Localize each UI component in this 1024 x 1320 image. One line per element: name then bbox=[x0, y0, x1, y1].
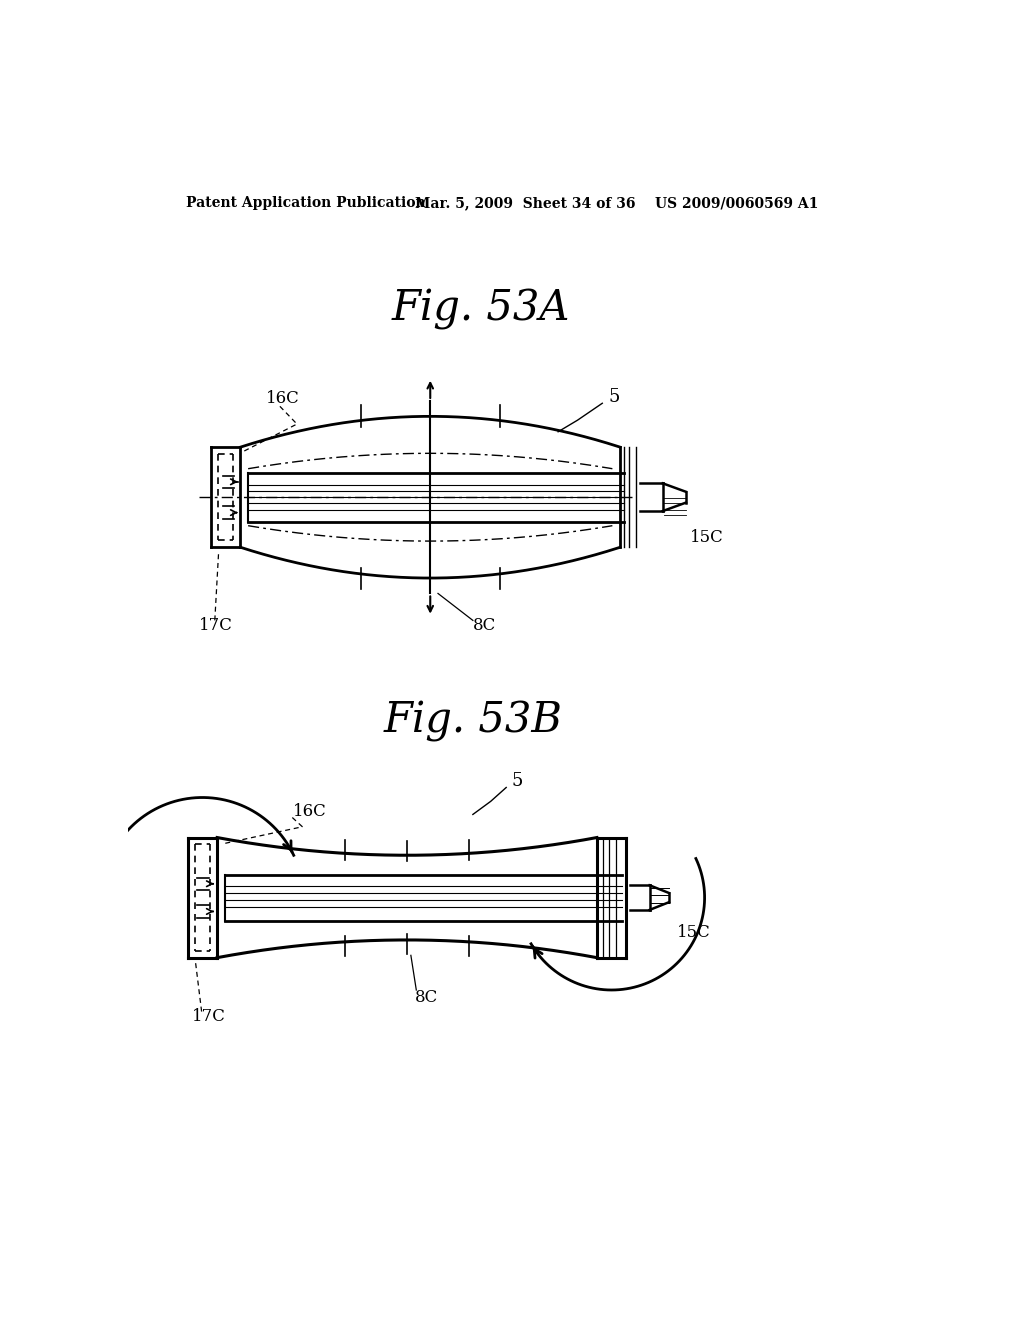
Text: Patent Application Publication: Patent Application Publication bbox=[186, 197, 426, 210]
Text: 15C: 15C bbox=[690, 529, 724, 546]
Text: 15C: 15C bbox=[677, 924, 711, 941]
Text: 8C: 8C bbox=[473, 618, 496, 635]
Text: 16C: 16C bbox=[293, 803, 327, 820]
Text: 5: 5 bbox=[608, 388, 620, 407]
Text: 8C: 8C bbox=[415, 989, 438, 1006]
Text: 5: 5 bbox=[512, 772, 523, 789]
Bar bbox=[248, 473, 624, 521]
Text: Fig. 53B: Fig. 53B bbox=[384, 700, 563, 742]
Text: 17C: 17C bbox=[191, 1008, 225, 1026]
Text: Fig. 53A: Fig. 53A bbox=[391, 288, 570, 330]
Text: 16C: 16C bbox=[266, 391, 300, 407]
Text: 17C: 17C bbox=[200, 618, 233, 635]
Text: Mar. 5, 2009  Sheet 34 of 36: Mar. 5, 2009 Sheet 34 of 36 bbox=[415, 197, 635, 210]
Text: US 2009/0060569 A1: US 2009/0060569 A1 bbox=[655, 197, 818, 210]
